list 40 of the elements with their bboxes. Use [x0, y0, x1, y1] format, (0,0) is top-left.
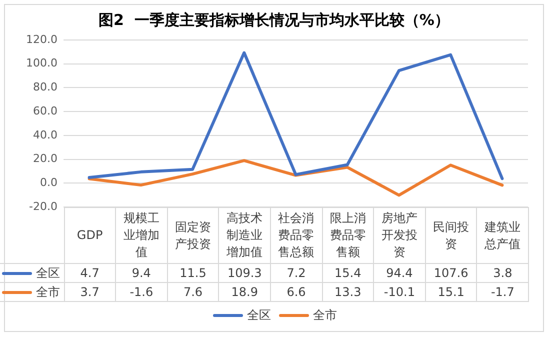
text: 全区	[247, 308, 271, 322]
y-tick-label: 80.0	[32, 80, 58, 94]
data-label: 3.8	[476, 264, 528, 282]
data-label: -10.1	[374, 282, 426, 302]
x-tick-label: 限上消费品零售额	[322, 208, 374, 264]
x-tick-label: 房地产开发投资	[374, 208, 426, 264]
legend-label: 全区	[0, 264, 64, 282]
x-tick-label: 固定资产投资	[167, 208, 219, 264]
data-label: 94.4	[374, 264, 426, 282]
data-label: 7.2	[270, 264, 322, 282]
x-tick-label: GDP	[64, 208, 116, 264]
data-label: 15.1	[425, 282, 477, 302]
data-label: 18.9	[218, 282, 270, 302]
data-label: 109.3	[218, 264, 270, 282]
y-tick-label: 100.0	[26, 56, 58, 70]
data-label: -1.6	[116, 282, 168, 302]
data-label: 7.6	[167, 282, 219, 302]
x-tick-label: 高技术制造业增加值	[218, 208, 270, 264]
data-label: 6.6	[270, 282, 322, 302]
text: 全市	[313, 308, 337, 322]
x-tick-label: 民间投资	[425, 208, 477, 264]
data-label: 107.6	[425, 264, 477, 282]
x-tick-label: 社会消费品零售总额	[270, 208, 322, 264]
data-label: 15.4	[322, 264, 374, 282]
chart-title: 图2 一季度主要指标增长情况与市均水平比较（%）	[98, 10, 450, 29]
data-label: 11.5	[167, 264, 219, 282]
legend-label: 全市	[0, 282, 64, 302]
y-tick-label: 40.0	[32, 128, 58, 142]
data-label: 3.7	[64, 282, 116, 302]
y-tick-label: 20.0	[32, 152, 58, 166]
y-tick-label: 0.0	[40, 176, 58, 189]
data-label: 4.7	[64, 264, 116, 282]
y-tick-label: 60.0	[32, 104, 58, 118]
data-label: 13.3	[322, 282, 374, 302]
data-label: 9.4	[116, 264, 168, 282]
x-tick-label: 建筑业总产值	[476, 208, 528, 264]
x-tick-label: 规模工业增加值	[116, 208, 168, 264]
y-tick-label: -20.0	[29, 200, 58, 213]
y-tick-label: 120.0	[26, 32, 58, 46]
data-label: -1.7	[476, 282, 528, 302]
